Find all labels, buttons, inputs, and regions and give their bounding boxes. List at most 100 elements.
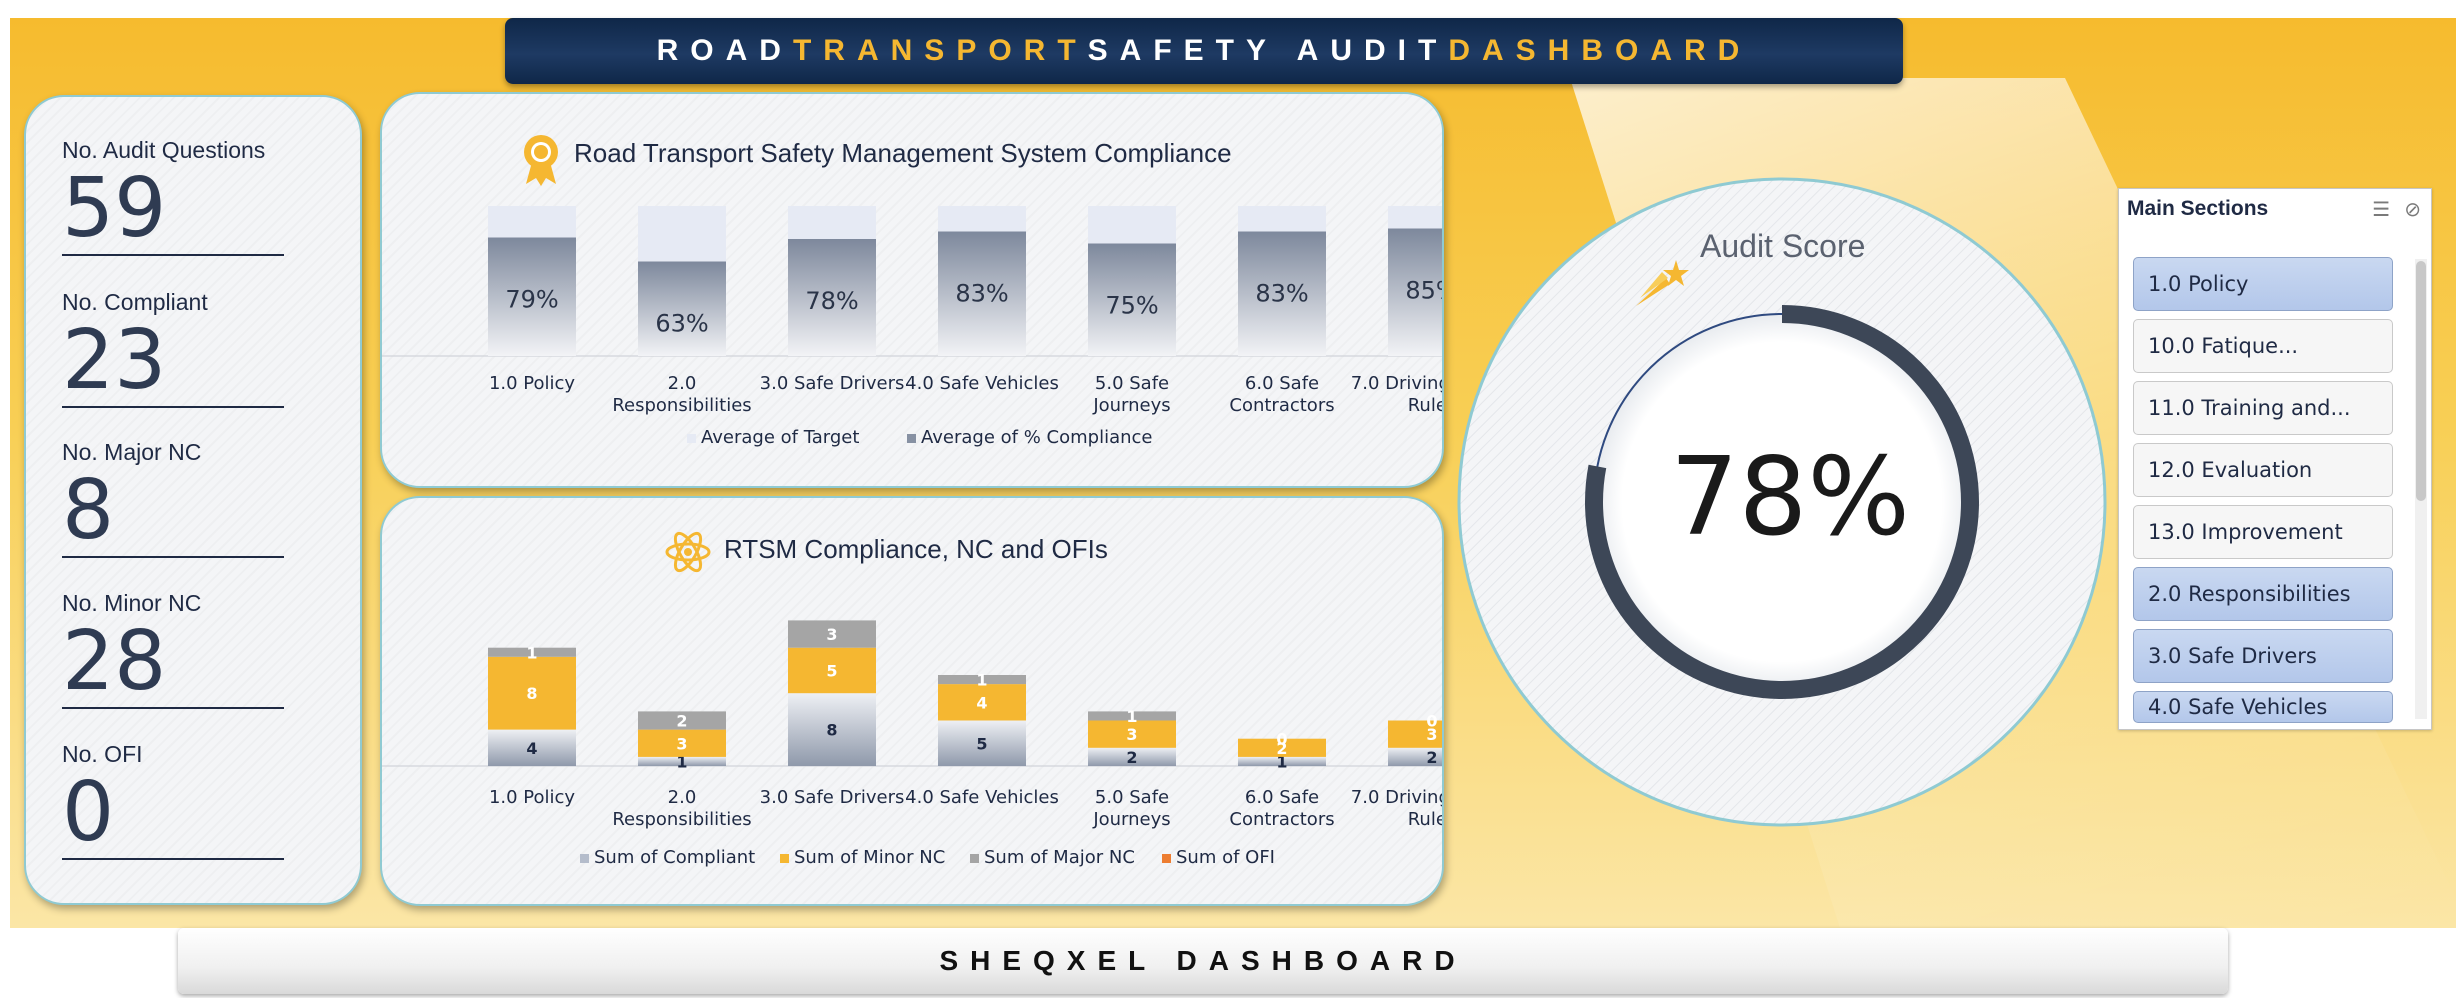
slicer-item[interactable]: 3.0 Safe Drivers [2133,629,2393,683]
compliance-bar [488,237,576,356]
kpi-value: 8 [62,470,284,558]
kpi-major-nc: No. Major NC 8 [62,439,284,558]
nc-ofi-chart-panel: RTSM Compliance, NC and OFIs 4 8 1 1.0 Poli… [380,496,1444,906]
compliance-bar [1088,243,1176,356]
stack-segment [638,711,726,730]
kpi-compliant: No. Compliant 23 [62,289,284,408]
stack-segment [638,756,726,766]
legend-swatch [970,854,979,863]
segment-label: 3 [1126,725,1137,744]
stack-segment [1388,720,1442,748]
segment-label: 2 [1276,739,1287,758]
x-tick-label: Contractors [1229,809,1334,830]
stack-segment [488,656,576,730]
segment-label: 4 [976,693,987,712]
data-label: 75% [1105,292,1158,320]
x-tick-label: Responsibilities [612,809,751,830]
x-tick-label: 1.0 Policy [489,373,575,394]
slicer-item-label: 4.0 Safe Vehicles [2148,695,2328,719]
stack-segment [1088,711,1176,721]
slicer-scrollbar-thumb[interactable] [2416,261,2426,501]
x-tick-label: 2.0 [668,373,697,394]
compliance-bar [638,261,726,356]
segment-label: 5 [976,734,987,753]
slicer-item-label: 1.0 Policy [2148,272,2249,296]
segment-label: 3 [826,625,837,644]
footer-title: SHEQXEL DASHBOARD [939,945,1467,976]
x-tick-label: Contractors [1229,395,1334,416]
legend-swatch [580,854,589,863]
segment-label: 2 [676,712,687,731]
legend-label: Average of Target [701,427,859,448]
slicer-item-label: 11.0 Training and... [2148,396,2351,420]
title-part-safety-audit: SAFETY AUDIT [1087,34,1449,67]
title-part-road: ROAD [656,34,793,67]
slicer-item-label: 2.0 Responsibilities [2148,582,2351,606]
chart-title: RTSM Compliance, NC and OFIs [724,534,1108,564]
x-tick-label: Rules [1408,395,1442,416]
legend-label: Sum of Compliant [594,847,755,868]
slicer-item[interactable]: 2.0 Responsibilities [2133,567,2393,621]
legend-label: Sum of OFI [1176,847,1275,868]
title-part-transport: TRANSPORT [792,34,1088,67]
x-tick-label: 7.0 Driving Safety [1351,787,1442,808]
kpi-audit-questions: No. Audit Questions 59 [62,137,284,256]
legend-swatch [687,434,696,443]
x-tick-label: 4.0 Safe Vehicles [905,373,1059,394]
stack-segment [1088,747,1176,766]
data-label: 85% [1405,277,1442,305]
legend-swatch [907,434,916,443]
segment-label: 1 [1276,752,1287,771]
slicer-title: Main Sections [2127,197,2269,220]
legend-label: Average of % Compliance [921,427,1153,448]
shooting-star-icon [1636,260,1689,306]
kpi-label: No. Minor NC [62,590,202,616]
atom-icon [665,531,711,573]
stack-segment [1238,738,1326,757]
slicer-item-label: 13.0 Improvement [2148,520,2343,544]
audit-score-title: Audit Score [1700,228,1866,264]
slicer-item-label: 3.0 Safe Drivers [2148,644,2317,668]
segment-label: 4 [526,739,537,758]
gauge-progress-arc [1585,305,1979,699]
segment-label: 1 [676,752,687,771]
main-sections-slicer: Main Sections ☰ ⊘ 1.0 Policy 10.0 Fatique… [2118,188,2432,730]
x-tick-label: Journeys [1092,809,1170,830]
x-tick-label: 3.0 Safe Drivers [760,787,905,808]
slicer-item[interactable]: 10.0 Fatique... [2133,319,2393,373]
stack-segment [638,729,726,757]
multi-select-icon[interactable]: ☰ [2372,199,2391,221]
x-tick-label: 1.0 Policy [489,787,575,808]
data-label: 83% [955,280,1008,308]
x-tick-label: 3.0 Safe Drivers [760,373,905,394]
kpi-value: 0 [62,772,284,860]
slicer-item[interactable]: 4.0 Safe Vehicles [2133,691,2393,723]
segment-label: 3 [1426,725,1437,744]
stack-segment [788,647,876,694]
kpi-label: No. Major NC [62,439,202,465]
footer-bar: SHEQXEL DASHBOARD [178,928,2228,994]
title-part-dashboard: DASHBOARD [1448,34,1752,67]
x-tick-label: 5.0 Safe [1095,373,1169,394]
stack-segment [938,720,1026,766]
kpi-value: 59 [62,168,284,256]
slicer-item[interactable]: 12.0 Evaluation [2133,443,2393,497]
slicer-item[interactable]: 13.0 Improvement [2133,505,2393,559]
slicer-item[interactable]: 11.0 Training and... [2133,381,2393,435]
segment-label: 3 [676,734,687,753]
slicer-item[interactable]: 1.0 Policy [2133,257,2393,311]
segment-label: 1 [1126,707,1137,726]
clear-filter-icon[interactable]: ⊘ [2404,199,2421,221]
kpi-ofi: No. OFI 0 [62,741,284,860]
legend-label: Sum of Minor NC [794,847,945,868]
x-tick-label: 5.0 Safe [1095,787,1169,808]
data-label: 78% [805,287,858,315]
award-ribbon-icon [524,135,558,186]
compliance-chart-panel: Road Transport Safety Management System … [380,92,1444,488]
x-tick-label: Rules [1408,809,1442,830]
kpi-value: 23 [62,320,284,408]
stack-segment [488,647,576,657]
slicer-item-label: 12.0 Evaluation [2148,458,2313,482]
